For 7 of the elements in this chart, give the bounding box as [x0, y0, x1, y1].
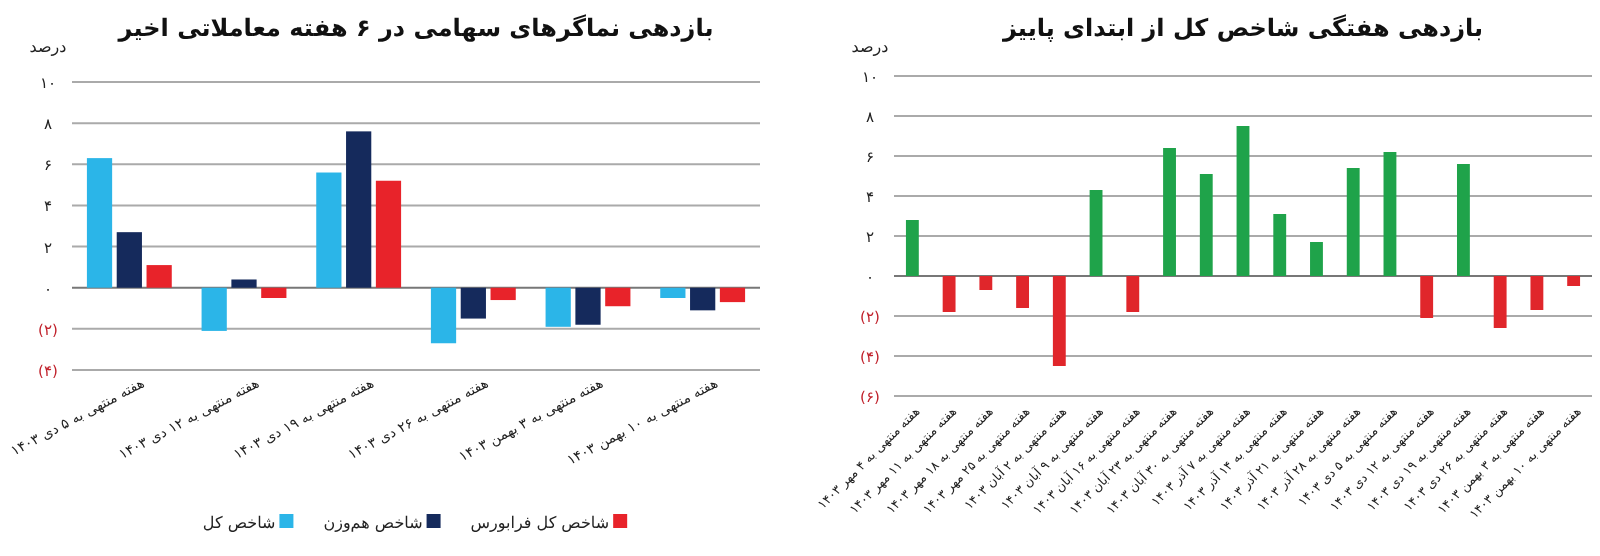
- y-axis-title: درصد: [29, 38, 68, 56]
- legend-label: شاخص هم‌وزن: [323, 514, 424, 532]
- chart-title: بازدهی هفتگی شاخص کل از ابتدای پاییز: [1000, 14, 1484, 42]
- chart-title: بازدهی نماگرهای سهامی در ۶ هفته معاملاتی اخیر: [116, 14, 714, 42]
- y-axis-title: درصد: [851, 38, 890, 56]
- legend-label: شاخص کل: [202, 514, 277, 532]
- legend-label: شاخص کل فرابورس: [470, 514, 610, 532]
